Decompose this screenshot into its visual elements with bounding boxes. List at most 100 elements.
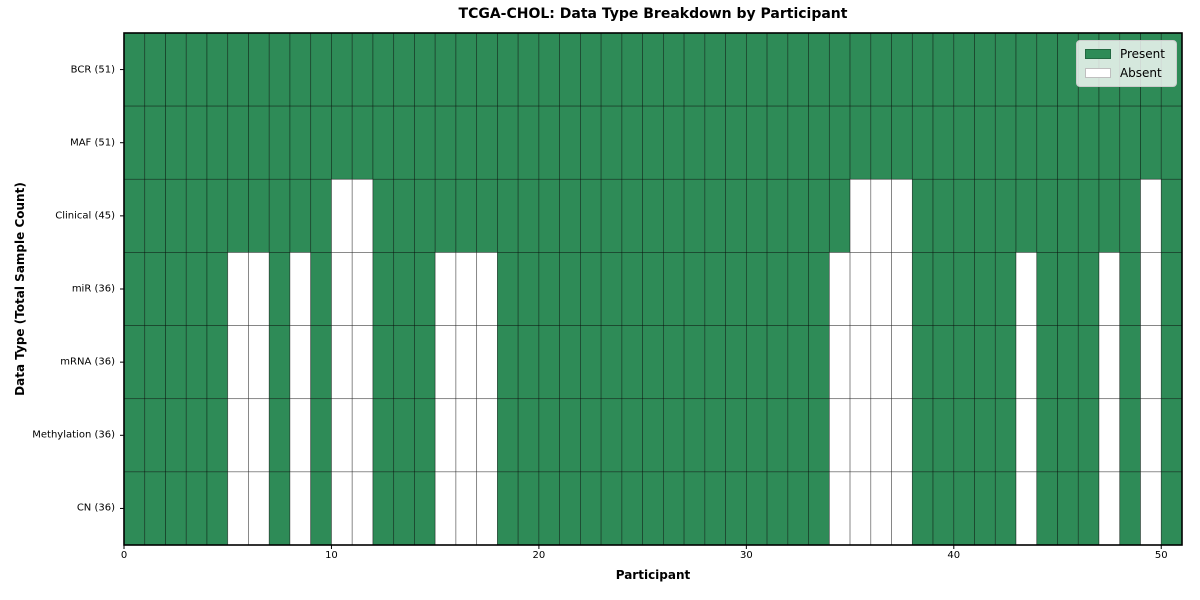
heatmap-cell (393, 398, 415, 473)
heatmap-cell (808, 398, 830, 473)
heatmap-cell (621, 252, 643, 326)
heatmap-cell (849, 252, 872, 326)
heatmap-cell (1098, 398, 1121, 473)
heatmap-cell (268, 105, 291, 180)
heatmap-cell (849, 398, 872, 473)
heatmap-cell (642, 178, 664, 253)
heatmap-cell (144, 105, 166, 180)
heatmap-cell (414, 32, 436, 107)
heatmap-cell (1140, 471, 1162, 546)
heatmap-cell (185, 398, 208, 473)
heatmap-cell (953, 105, 975, 180)
heatmap-cell (725, 325, 747, 400)
y-tick-label: MAF (51) (70, 137, 115, 149)
heatmap-cell (745, 252, 768, 326)
heatmap-cell (932, 471, 955, 546)
heatmap-cell (974, 325, 996, 400)
heatmap-cell (227, 471, 249, 546)
heatmap-cell (704, 178, 726, 253)
legend-item-absent: Absent (1084, 66, 1165, 80)
heatmap-cell (372, 252, 395, 326)
heatmap-cell (538, 178, 561, 253)
heatmap-cell (497, 325, 519, 400)
heatmap-cell (517, 325, 540, 400)
heatmap-cell (144, 325, 166, 400)
heatmap-cell (891, 105, 913, 180)
heatmap-cell (891, 471, 913, 546)
heatmap-cell (683, 178, 706, 253)
heatmap-cell (766, 325, 789, 400)
heatmap-cell (289, 105, 312, 180)
heatmap-cell (911, 32, 934, 107)
heatmap-cell (351, 252, 374, 326)
heatmap-cell (517, 471, 540, 546)
heatmap-cell (1015, 398, 1038, 473)
heatmap-cell (310, 32, 332, 107)
heatmap-cell (393, 178, 415, 253)
heatmap-cell (725, 471, 747, 546)
heatmap-cell (185, 252, 208, 326)
heatmap-cell (725, 398, 747, 473)
heatmap-cell (766, 105, 789, 180)
heatmap-cell (227, 32, 249, 107)
heatmap-cell (1015, 252, 1038, 326)
heatmap-cell (1036, 178, 1058, 253)
heatmap-cell (331, 252, 353, 326)
heatmap-cell (911, 252, 934, 326)
heatmap-cell (1140, 178, 1162, 253)
legend-label: Present (1119, 47, 1165, 61)
heatmap-cell (745, 471, 768, 546)
heatmap-cell (994, 32, 1017, 107)
heatmap-cell (1160, 398, 1183, 473)
heatmap-cell (808, 252, 830, 326)
y-tick-label: BCR (51) (70, 64, 115, 76)
heatmap-cell (144, 252, 166, 326)
y-tick-label: CN (36) (76, 502, 115, 514)
heatmap-cell (1140, 252, 1162, 326)
heatmap-cell (580, 325, 602, 400)
heatmap-cell (932, 178, 955, 253)
heatmap-cell (600, 32, 623, 107)
heatmap-cell (621, 105, 643, 180)
heatmap-cell (165, 252, 187, 326)
heatmap-cell (289, 325, 312, 400)
heatmap-cell (434, 398, 457, 473)
heatmap-cell (1077, 471, 1100, 546)
heatmap-cell (434, 252, 457, 326)
heatmap-cell (580, 178, 602, 253)
heatmap-cell (393, 252, 415, 326)
heatmap-cell (434, 325, 457, 400)
heatmap-cell (1119, 325, 1141, 400)
heatmap-cell (310, 105, 332, 180)
heatmap-cell (1036, 105, 1058, 180)
heatmap-cell (1015, 32, 1038, 107)
heatmap-cell (206, 398, 229, 473)
heatmap-cell (434, 32, 457, 107)
heatmap-cell (1160, 252, 1183, 326)
heatmap-cell (165, 325, 187, 400)
heatmap-cell (372, 32, 395, 107)
heatmap-cell (1036, 471, 1058, 546)
heatmap-cell (870, 471, 892, 546)
x-axis-label: Participant (615, 568, 691, 582)
heatmap-cell (994, 325, 1017, 400)
heatmap-cell (206, 32, 229, 107)
heatmap-cell (559, 178, 581, 253)
heatmap-cell (1140, 398, 1162, 473)
heatmap-cell (766, 398, 789, 473)
heatmap-cell (289, 471, 312, 546)
heatmap-cell (787, 32, 809, 107)
heatmap-cell (828, 105, 851, 180)
legend-label: Absent (1119, 66, 1162, 80)
heatmap-cell (642, 105, 664, 180)
heatmap-cell (517, 105, 540, 180)
heatmap-cell (580, 471, 602, 546)
heatmap-cell (123, 105, 146, 180)
heatmap-cell (974, 105, 996, 180)
heatmap-cell (227, 398, 249, 473)
heatmap-cell (1119, 398, 1141, 473)
heatmap-cell (1098, 105, 1121, 180)
heatmap-cell (559, 105, 581, 180)
heatmap-cell (268, 178, 291, 253)
